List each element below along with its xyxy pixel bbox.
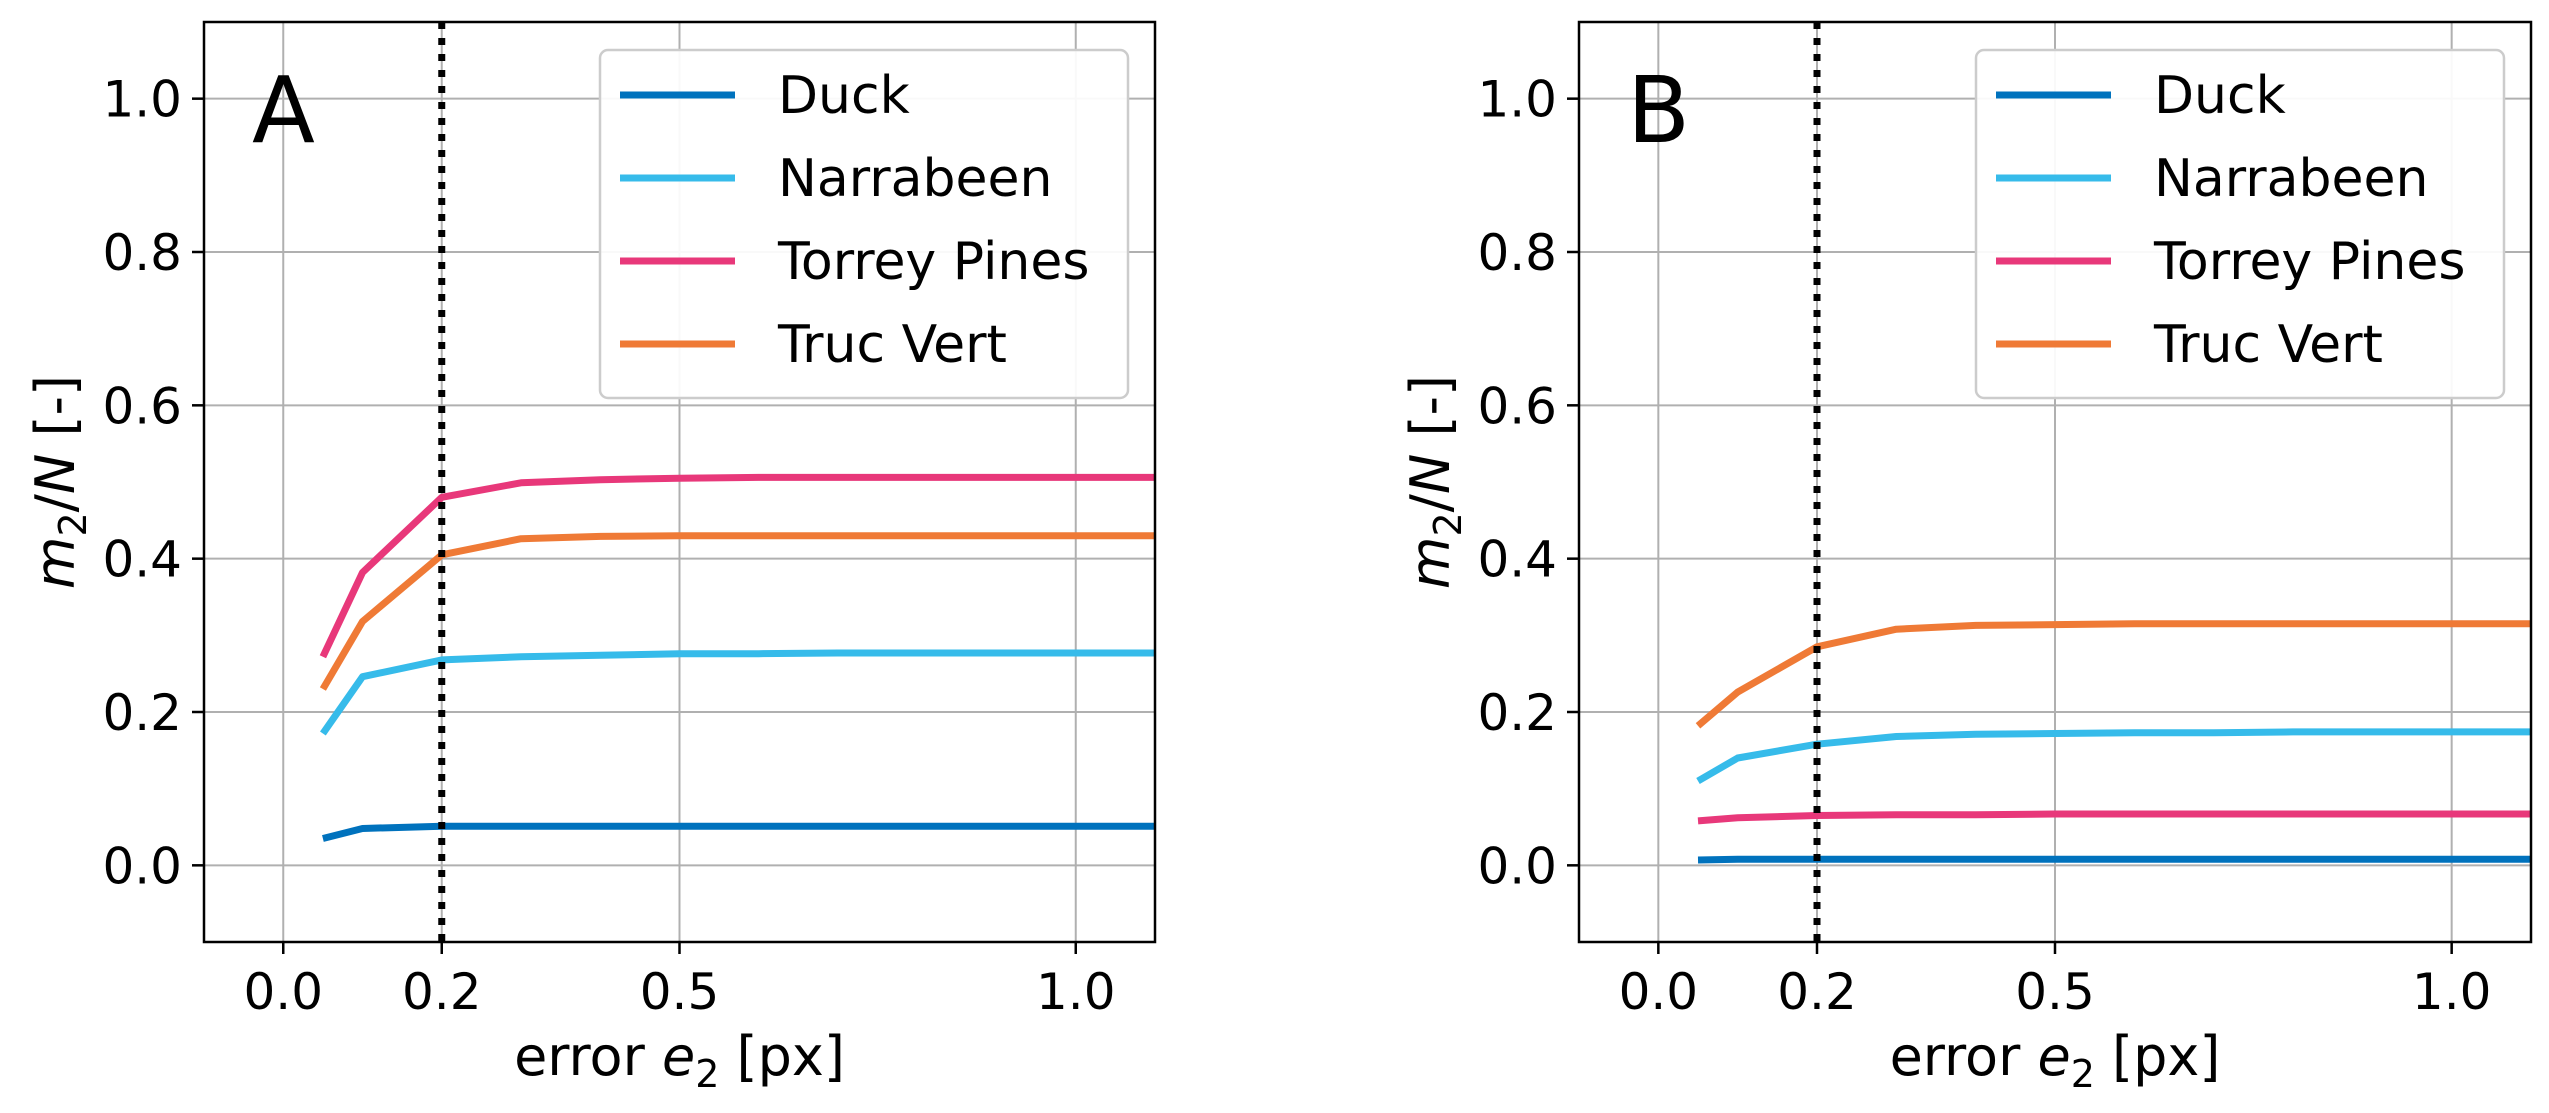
y-tick-label: 1.0: [102, 71, 182, 129]
series-line-duck: [322, 822, 1155, 842]
y-tick-label: 0.8: [1477, 224, 1557, 282]
panel-label: A: [252, 57, 315, 164]
y-tick-label: 0.2: [1477, 684, 1557, 742]
legend-label-torrey-pines: Torrey Pines: [2153, 232, 2465, 292]
y-tick-label: 1.0: [1477, 71, 1557, 129]
series-line-narrabeen: [320, 649, 1155, 736]
series-line-truc-vert: [1695, 620, 2531, 729]
legend-label-narrabeen: Narrabeen: [778, 149, 1052, 209]
x-axis-label: error e2 [px]: [1890, 1025, 2221, 1096]
series-group: [1695, 620, 2531, 864]
legend-box: [598, 48, 1130, 400]
y-axis-label-var2: N: [1399, 454, 1462, 494]
x-tick-label: 1.0: [1036, 963, 1116, 1021]
y-tick-label: 0.8: [102, 224, 182, 282]
series-group: [319, 473, 1155, 842]
x-axis-label: error e2 [px]: [514, 1025, 845, 1096]
legend-label-truc-vert: Truc Vert: [2153, 315, 2383, 375]
x-axis-label-unit: [px]: [719, 1025, 845, 1088]
x-axis-label-main: error: [1890, 1025, 2038, 1088]
y-tick-label: 0.4: [1477, 531, 1557, 589]
x-tick-label: 0.0: [1619, 963, 1699, 1021]
y-tick-label: 0.0: [102, 837, 182, 895]
x-axis-label-sub: 2: [2071, 1052, 2095, 1096]
y-axis-label-sub: 2: [1426, 512, 1470, 536]
y-axis-label-unit: [-]: [24, 375, 87, 454]
legend-label-narrabeen: Narrabeen: [2154, 149, 2428, 209]
legend-label-truc-vert: Truc Vert: [777, 315, 1007, 375]
legend-label-duck: Duck: [778, 66, 910, 126]
x-tick-label: 0.2: [402, 963, 482, 1021]
series-line-truc-vert: [319, 532, 1155, 691]
y-axis-label-var: m: [24, 536, 87, 589]
x-tick-label: 0.0: [243, 963, 323, 1021]
x-axis-label-var: e: [2037, 1025, 2070, 1088]
y-axis-label-slash: /: [24, 493, 87, 512]
y-axis-label: m2/N [-]: [24, 375, 95, 589]
y-axis-label-slash: /: [1399, 493, 1462, 512]
x-axis-label-unit: [px]: [2095, 1025, 2221, 1088]
y-axis-label-var: m: [1399, 536, 1462, 589]
series-line-torrey-pines: [1697, 810, 2531, 825]
x-axis-label-sub: 2: [695, 1052, 719, 1096]
series-line-duck: [1697, 855, 2531, 864]
y-tick-label: 0.6: [102, 377, 182, 435]
legend-label-torrey-pines: Torrey Pines: [777, 232, 1089, 292]
x-tick-label: 1.0: [2412, 963, 2492, 1021]
y-axis-label-var2: N: [24, 454, 87, 494]
legend-label-duck: Duck: [2154, 66, 2286, 126]
y-axis-label-sub: 2: [51, 512, 95, 536]
y-axis-label-unit: [-]: [1399, 375, 1462, 454]
x-tick-label: 0.2: [1777, 963, 1857, 1021]
x-axis-label-var: e: [662, 1025, 695, 1088]
legend: Duck Narrabeen Torrey Pines Truc Vert: [1974, 48, 2506, 400]
y-tick-label: 0.6: [1477, 377, 1557, 435]
legend-box: [1974, 48, 2506, 400]
y-axis-label: m2/N [-]: [1399, 375, 1470, 589]
x-tick-label: 0.5: [640, 963, 720, 1021]
x-axis-label-main: error: [514, 1025, 662, 1088]
panel-label: B: [1627, 57, 1690, 164]
y-tick-label: 0.2: [102, 684, 182, 742]
y-tick-label: 0.0: [1477, 837, 1557, 895]
x-tick-label: 0.5: [2015, 963, 2095, 1021]
y-tick-label: 0.4: [102, 531, 182, 589]
legend: Duck Narrabeen Torrey Pines Truc Vert: [598, 48, 1130, 400]
series-line-narrabeen: [1696, 728, 2531, 785]
series-line-torrey-pines: [319, 473, 1155, 659]
